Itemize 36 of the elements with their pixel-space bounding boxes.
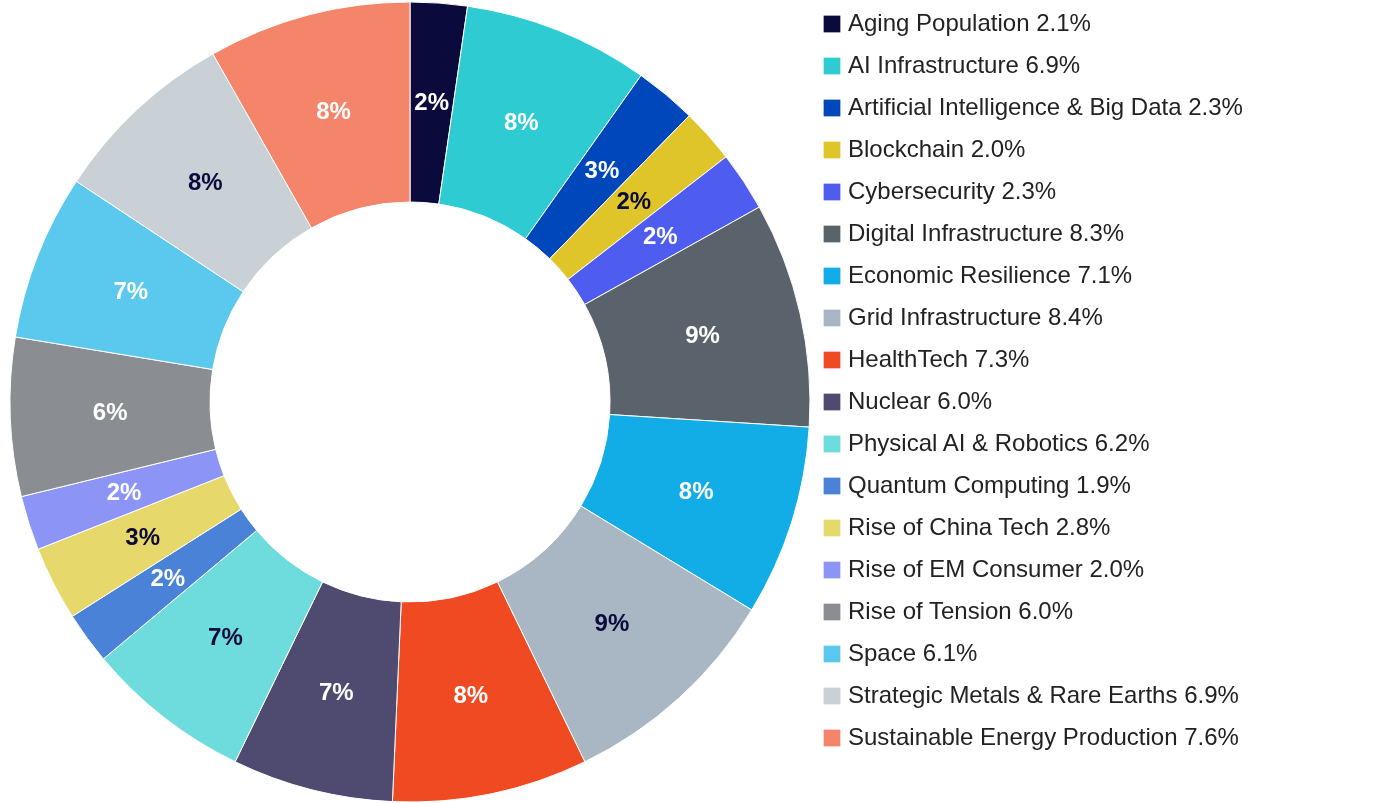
data-label: 2%	[414, 87, 449, 115]
legend-label: Nuclear 6.0%	[848, 387, 993, 414]
legend-label: AI Infrastructure 6.9%	[848, 51, 1081, 78]
legend-label: Space 6.1%	[848, 639, 978, 666]
legend-label: Digital Infrastructure 8.3%	[848, 219, 1125, 246]
data-label: 7%	[113, 277, 149, 305]
data-label: 2%	[106, 477, 142, 505]
data-label: 3%	[125, 523, 161, 551]
data-label: 8%	[503, 108, 539, 136]
data-label: 9%	[594, 608, 630, 636]
data-label: 7%	[318, 677, 354, 705]
data-label: 3%	[584, 156, 620, 184]
legend-label: Artificial Intelligence & Big Data 2.3%	[848, 93, 1243, 120]
legend-label: Economic Resilience 7.1%	[848, 261, 1133, 288]
data-label: 8%	[187, 167, 223, 195]
legend-label: Rise of China Tech 2.8%	[848, 513, 1111, 540]
legend-label: Physical AI & Robotics 6.2%	[848, 429, 1150, 456]
legend-label: Rise of Tension 6.0%	[848, 597, 1074, 624]
data-label: 6%	[92, 398, 128, 426]
legend-label: Strategic Metals & Rare Earths 6.9%	[848, 681, 1239, 708]
legend-label: Aging Population 2.1%	[848, 9, 1091, 36]
data-label: 8%	[316, 96, 351, 124]
data-label: 2%	[616, 187, 652, 215]
legend-label: Grid Infrastructure 8.4%	[848, 303, 1103, 330]
legend-label: Quantum Computing 1.9%	[848, 471, 1131, 498]
legend-label: Rise of EM Consumer 2.0%	[848, 555, 1145, 582]
data-label: 7%	[208, 623, 243, 651]
data-label: 8%	[678, 477, 714, 505]
data-label: 9%	[685, 320, 720, 348]
data-label: 2%	[150, 564, 186, 592]
data-label: 2%	[642, 221, 678, 249]
legend-label: Sustainable Energy Production 7.6%	[848, 723, 1239, 750]
legend-label: HealthTech 7.3%	[848, 345, 1030, 372]
data-label: 8%	[453, 680, 489, 708]
legend-label: Blockchain 2.0%	[848, 135, 1026, 162]
legend-label: Cybersecurity 2.3%	[848, 177, 1057, 204]
